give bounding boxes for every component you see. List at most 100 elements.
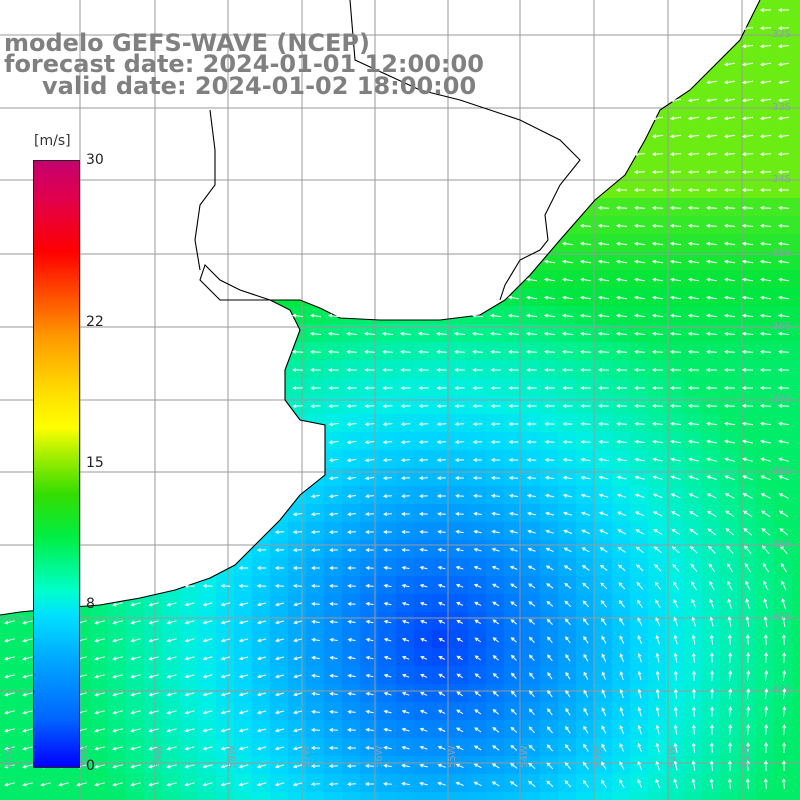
arrow-icon — [687, 421, 700, 426]
arrow-icon — [473, 511, 482, 516]
arrow-icon — [759, 62, 772, 67]
arrow-icon — [727, 760, 732, 771]
arrow-icon — [148, 710, 159, 715]
colorbar-unit: [m/s] — [34, 133, 71, 149]
arrow-icon — [419, 727, 428, 732]
arrow-icon — [528, 762, 536, 769]
arrow-icon — [347, 583, 356, 588]
arrow-icon — [651, 349, 664, 354]
arrow-icon — [130, 728, 141, 733]
wind-cell — [0, 720, 19, 739]
arrow-icon — [619, 671, 624, 681]
arrow-icon — [508, 440, 519, 444]
arrow-icon — [759, 421, 772, 426]
arrow-icon — [760, 475, 771, 481]
arrow-icon — [420, 655, 428, 660]
wind-cell — [702, 792, 721, 800]
arrow-icon — [618, 582, 626, 590]
arrow-icon — [329, 637, 338, 642]
wind-cell — [306, 522, 325, 541]
arrow-icon — [599, 564, 608, 571]
arrow-icon — [671, 528, 681, 536]
arrow-icon — [723, 403, 736, 408]
wind-cell — [414, 486, 433, 505]
arrow-icon — [777, 116, 790, 121]
arrow-icon — [346, 349, 357, 354]
arrow-icon — [580, 367, 591, 372]
arrow-icon — [490, 440, 501, 444]
arrow-icon — [583, 725, 589, 734]
arrow-icon — [238, 764, 249, 769]
arrow-icon — [456, 620, 464, 624]
wind-cell — [144, 648, 163, 667]
arrow-icon — [329, 691, 338, 696]
arrow-icon — [383, 745, 392, 750]
arrow-icon — [220, 638, 231, 643]
wind-cell — [684, 792, 703, 800]
wind-cell — [468, 792, 487, 800]
arrow-icon — [184, 602, 195, 607]
arrow-icon — [256, 782, 267, 787]
wind-cell — [774, 72, 793, 91]
arrow-icon — [166, 728, 177, 733]
wind-cell — [18, 702, 37, 721]
wind-cell — [774, 0, 793, 19]
arrow-icon — [419, 583, 428, 588]
arrow-icon — [669, 313, 682, 318]
arrow-icon — [256, 764, 267, 769]
arrow-icon — [492, 601, 500, 607]
wind-cell — [144, 774, 163, 793]
arrow-icon — [329, 530, 338, 535]
arrow-icon — [615, 313, 628, 318]
wind-cell — [234, 648, 253, 667]
wind-cell — [252, 774, 271, 793]
arrow-icon — [382, 494, 393, 499]
arrow-icon — [346, 440, 357, 445]
arrow-icon — [420, 619, 428, 624]
wind-cell — [756, 72, 775, 91]
wind-cell — [792, 180, 800, 199]
arrow-icon — [687, 385, 700, 390]
wind-cell — [108, 792, 127, 800]
wind-cell — [342, 414, 361, 433]
arrow-icon — [527, 565, 536, 571]
arrow-icon — [220, 764, 231, 769]
wind-cell — [360, 450, 379, 469]
arrow-icon — [184, 692, 195, 697]
wind-cell — [396, 468, 415, 487]
arrow-icon — [706, 80, 717, 85]
wind-cell — [306, 774, 325, 793]
arrow-icon — [528, 654, 535, 662]
arrow-icon — [618, 599, 625, 608]
arrow-icon — [741, 403, 754, 408]
wind-cell — [234, 738, 253, 757]
wind-cell — [216, 720, 235, 739]
arrow-icon — [742, 277, 753, 282]
arrow-icon — [651, 223, 664, 228]
wind-cell — [756, 18, 775, 37]
arrow-icon — [454, 476, 464, 480]
wind-cell — [18, 630, 37, 649]
arrow-icon — [130, 710, 141, 715]
arrow-icon — [742, 457, 753, 462]
wind-cell — [774, 792, 793, 800]
wind-cell — [342, 486, 361, 505]
arrow-icon — [202, 602, 213, 607]
longitude-label: 55W — [447, 745, 458, 768]
arrow-icon — [653, 529, 663, 535]
arrow-icon — [763, 616, 768, 627]
arrow-icon — [688, 277, 699, 282]
arrow-icon — [580, 277, 591, 282]
arrow-icon — [563, 565, 572, 571]
arrow-icon — [528, 636, 535, 643]
wind-cell — [252, 612, 271, 631]
arrow-icon — [726, 563, 734, 573]
arrow-icon — [759, 8, 772, 13]
arrow-icon — [528, 583, 536, 589]
arrow-icon — [777, 44, 790, 49]
arrow-icon — [565, 725, 571, 734]
arrow-icon — [346, 494, 357, 499]
wind-cell — [252, 684, 271, 703]
arrow-icon — [472, 440, 483, 445]
arrow-icon — [508, 493, 519, 498]
